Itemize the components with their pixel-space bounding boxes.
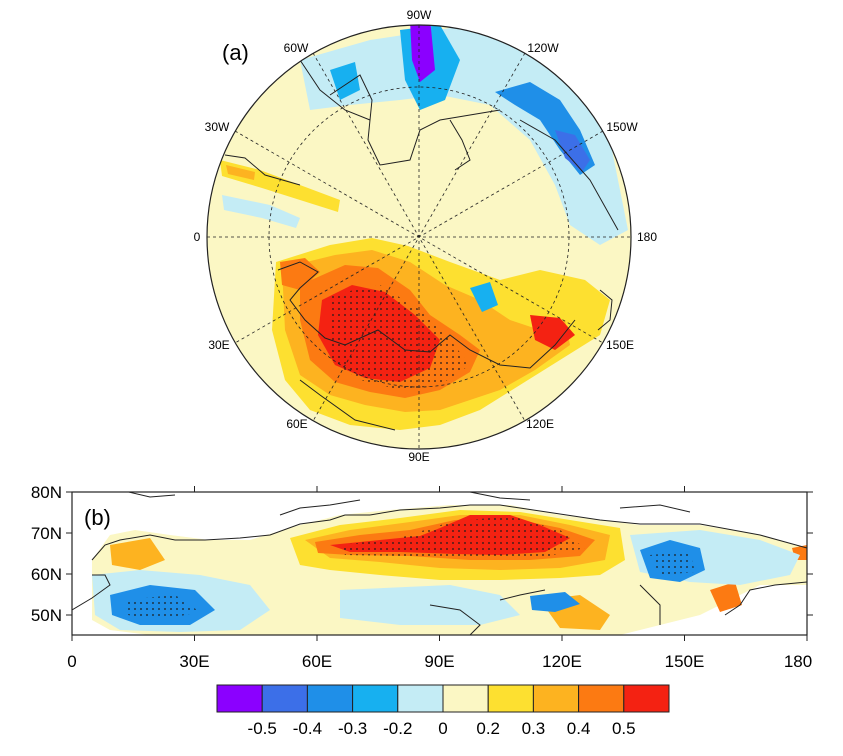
polar-coastlines [224,59,619,431]
colorbar-box-7 [532,684,580,713]
lon-label-30w: 30W [205,120,230,134]
latlon-cold-central2 [530,592,580,612]
lat-label-70n: 70N [31,524,62,543]
polar-longitude-labels: 90W 120W 150W 180 150E 120E 90E 60E 30E … [194,8,658,464]
lon-label-0: 0 [194,230,201,244]
colorbar-label-1: -0.4 [293,719,322,738]
colorbar-label-4: 0 [438,719,447,738]
lon-label-b-30e: 30E [179,652,209,671]
colorbar-label-8: 0.5 [612,719,636,738]
latlon-cold-stipple-europe [125,595,200,620]
latlon-lon-labels: 0 30E 60E 90E 120E 150E 180 [67,652,812,671]
polar-stipple-region [330,285,470,390]
latlon-warm-east [710,582,742,612]
polar-cold-region-purple [410,25,435,82]
colorbar-box-0 [216,684,263,713]
lon-label-150e: 150E [606,338,634,352]
lon-label-120e: 120E [526,417,554,431]
colorbar-box-2 [306,684,354,713]
polar-cold-region-light [300,25,628,245]
latlon-lat-axis [66,491,813,616]
lon-label-90e: 90E [408,450,429,464]
latlon-stipple [340,516,585,560]
colorbar-label-3: -0.2 [383,719,412,738]
latlon-cold-stipple-east [650,552,695,575]
colorbar-label-0: -0.5 [248,719,277,738]
colorbar-labels: -0.5 -0.4 -0.3 -0.2 0 0.2 0.3 0.4 0.5 [248,719,636,738]
polar-graticule [207,25,631,449]
colorbar-label-6: 0.3 [522,719,546,738]
colorbar-box-4 [397,684,444,713]
polar-map-field [207,25,631,449]
lat-label-60n: 60N [31,565,62,584]
lat-label-80n: 80N [31,483,62,502]
lon-label-b-60e: 60E [302,652,332,671]
lon-label-150w: 150W [606,120,638,134]
colorbar: -0.5 -0.4 -0.3 -0.2 0 0.2 0.3 0.4 0.5 [216,684,670,738]
colorbar-box-5 [442,684,489,713]
colorbar-box-3 [352,684,399,713]
colorbar-boxes [216,684,670,713]
lon-label-180: 180 [637,230,657,244]
latlon-lon-axis [71,486,808,641]
colorbar-label-5: 0.2 [476,719,500,738]
colorbar-box-9 [623,684,670,713]
lon-label-120w: 120W [527,41,559,55]
latlon-warm-europe-orange [110,538,165,570]
polar-map-border [206,24,632,450]
lon-label-60w: 60W [284,41,309,55]
latlon-map-panel: (b) 80N 70N 60N 50N [31,483,813,671]
colorbar-box-8 [578,684,625,713]
colorbar-box-1 [261,684,308,713]
latlon-map-field [72,492,807,635]
lon-label-b-120e: 120E [542,652,582,671]
polar-cold-region-asia [470,282,498,312]
panel-a-label: (a) [222,40,249,65]
colorbar-label-7: 0.4 [567,719,591,738]
polar-cold-region-europe [222,195,300,228]
latlon-lat-labels: 80N 70N 60N 50N [31,483,62,625]
polar-cold-region-dark [555,130,590,172]
lon-label-b-150e: 150E [665,652,705,671]
lon-label-60e: 60E [286,417,307,431]
panel-b-label: (b) [84,505,111,530]
lon-label-90w: 90W [407,8,432,22]
polar-warm-strip-europe-orange [226,165,255,180]
colorbar-label-2: -0.3 [338,719,367,738]
lon-label-b-90e: 90E [424,652,454,671]
lon-label-30e: 30E [208,338,229,352]
latlon-coastlines [72,492,807,635]
colorbar-box-6 [487,684,534,713]
polar-map-panel: (a) 90W 120W 150W 180 150E 120E 90E 60E … [194,8,658,464]
lon-label-b-180: 180 [784,652,812,671]
lat-label-50n: 50N [31,606,62,625]
lon-label-b-0: 0 [67,652,76,671]
